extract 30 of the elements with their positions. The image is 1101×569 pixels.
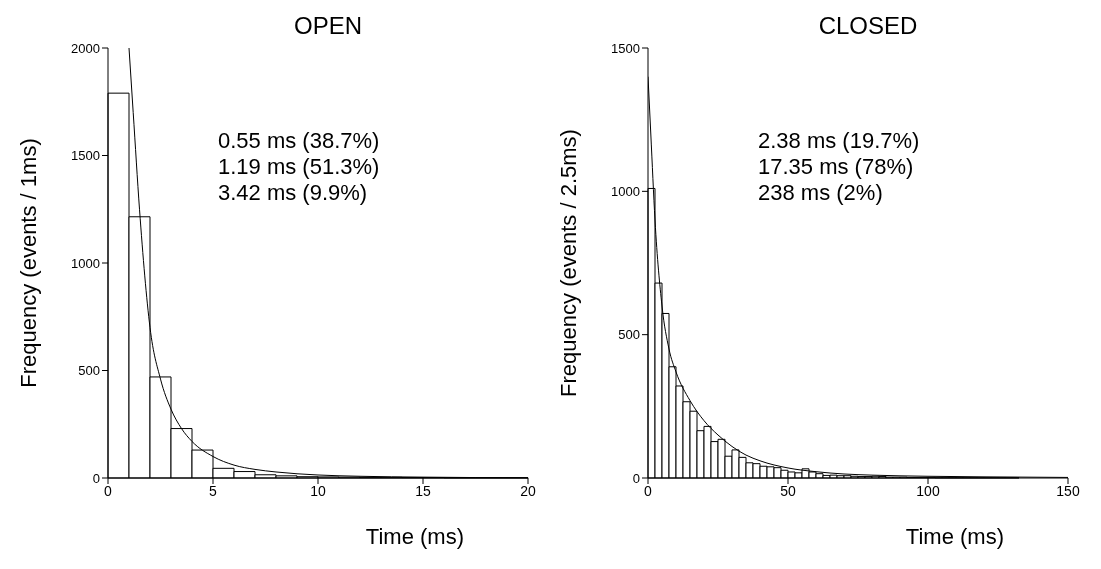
y-axis-title: Frequency (events / 2.5ms) bbox=[555, 129, 581, 397]
y-tick-label: 1500 bbox=[71, 148, 100, 164]
y-tick-label: 500 bbox=[618, 327, 640, 343]
x-tick-label: 150 bbox=[1056, 482, 1080, 499]
y-tick-label: 2000 bbox=[71, 40, 100, 56]
x-tick-label: 15 bbox=[415, 482, 431, 499]
x-tick-label: 0 bbox=[104, 482, 113, 499]
x-axis-title: Time (ms) bbox=[905, 524, 1004, 549]
x-axis-title: Time (ms) bbox=[365, 524, 464, 549]
y-tick-label: 1000 bbox=[71, 255, 100, 271]
x-tick-label: 5 bbox=[209, 482, 218, 499]
chart-title: OPEN bbox=[293, 12, 363, 40]
y-tick-label: 500 bbox=[78, 363, 100, 379]
annotation: 238 ms (2%) bbox=[758, 180, 884, 206]
y-tick-label: 0 bbox=[632, 470, 640, 486]
x-tick-label: 20 bbox=[520, 482, 536, 499]
annotation: 0.55 ms (38.7%) bbox=[218, 128, 380, 154]
annotation: 1.19 ms (51.3%) bbox=[218, 154, 380, 180]
x-tick-label: 10 bbox=[310, 482, 326, 499]
annotation: 2.38 ms (19.7%) bbox=[758, 128, 920, 154]
y-tick-label: 1500 bbox=[611, 40, 640, 56]
x-tick-label: 50 bbox=[780, 482, 796, 499]
x-tick-label: 100 bbox=[916, 482, 940, 499]
annotation: 17.35 ms (78%) bbox=[758, 154, 915, 180]
y-axis-title: Frequency (events / 1ms) bbox=[15, 138, 41, 388]
chart-title: CLOSED bbox=[817, 12, 919, 40]
y-tick-label: 0 bbox=[92, 470, 100, 486]
x-tick-label: 0 bbox=[644, 482, 653, 499]
y-tick-label: 1000 bbox=[611, 183, 640, 199]
annotation: 3.42 ms (9.9%) bbox=[218, 180, 369, 206]
